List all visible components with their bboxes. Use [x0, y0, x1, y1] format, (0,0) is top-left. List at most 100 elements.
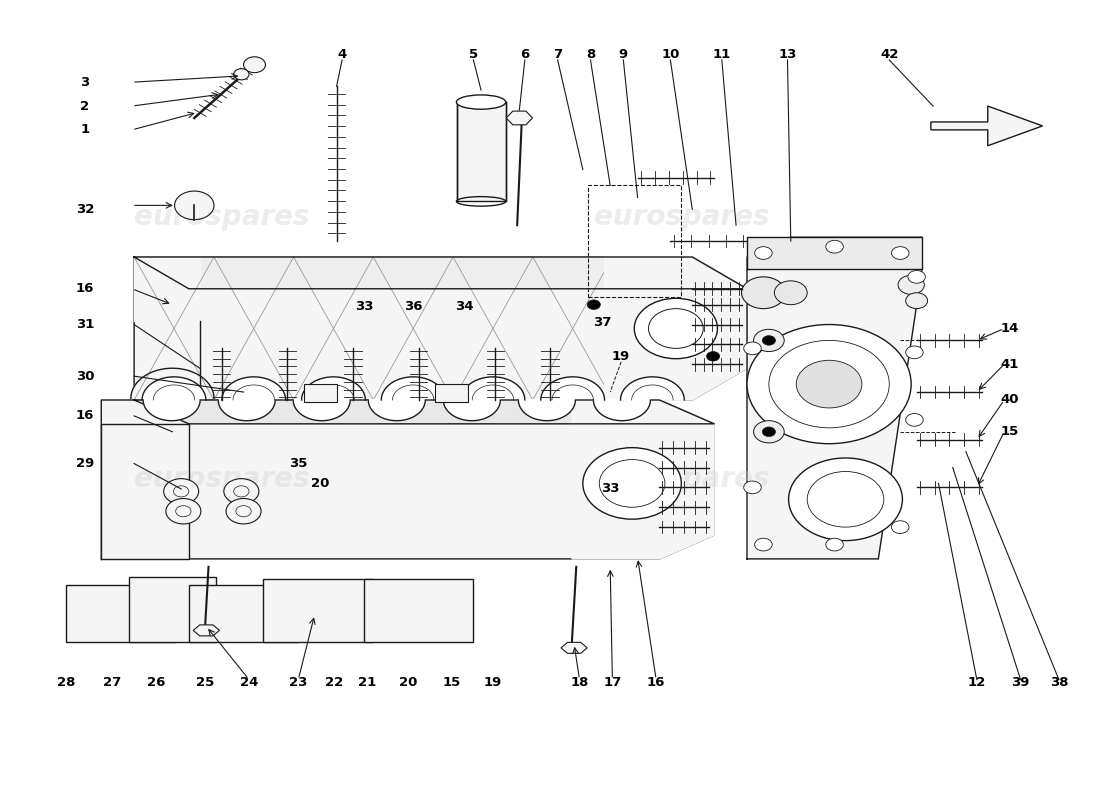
Polygon shape: [131, 368, 214, 398]
Text: eurospares: eurospares: [594, 466, 769, 494]
Circle shape: [741, 277, 785, 309]
Circle shape: [164, 478, 199, 504]
Text: 9: 9: [619, 48, 628, 61]
Polygon shape: [222, 377, 286, 400]
Text: 17: 17: [603, 675, 622, 689]
Text: 12: 12: [968, 675, 986, 689]
Circle shape: [796, 360, 862, 408]
Circle shape: [774, 281, 807, 305]
Text: 15: 15: [442, 675, 461, 689]
Circle shape: [755, 538, 772, 551]
Polygon shape: [561, 642, 587, 654]
Text: 33: 33: [354, 300, 373, 313]
Text: 32: 32: [76, 203, 94, 216]
Polygon shape: [382, 377, 446, 400]
Circle shape: [898, 275, 924, 294]
Text: 19: 19: [612, 350, 630, 363]
Circle shape: [233, 69, 249, 80]
Circle shape: [587, 300, 601, 310]
Circle shape: [762, 336, 776, 345]
Polygon shape: [443, 400, 500, 421]
Text: 39: 39: [1011, 675, 1030, 689]
Text: 13: 13: [779, 48, 796, 61]
Circle shape: [789, 458, 902, 541]
Text: 11: 11: [713, 48, 732, 61]
Polygon shape: [364, 578, 473, 642]
Polygon shape: [194, 625, 220, 636]
Text: 23: 23: [289, 675, 308, 689]
Text: 20: 20: [311, 477, 329, 490]
Text: 5: 5: [469, 48, 478, 61]
Polygon shape: [518, 400, 575, 421]
Circle shape: [905, 414, 923, 426]
Text: 34: 34: [455, 300, 474, 313]
Polygon shape: [142, 377, 206, 400]
Text: 29: 29: [76, 457, 94, 470]
Text: 20: 20: [398, 675, 417, 689]
Circle shape: [826, 538, 844, 551]
Text: 35: 35: [289, 457, 308, 470]
Text: 7: 7: [553, 48, 562, 61]
Circle shape: [891, 246, 909, 259]
Polygon shape: [101, 424, 189, 559]
Circle shape: [744, 481, 761, 494]
Circle shape: [905, 293, 927, 309]
Text: 22: 22: [326, 675, 343, 689]
Bar: [588, 186, 681, 297]
Text: 25: 25: [196, 675, 214, 689]
Text: 1: 1: [80, 123, 89, 136]
Polygon shape: [143, 400, 200, 421]
Text: 3: 3: [80, 76, 89, 89]
Circle shape: [175, 191, 214, 220]
Polygon shape: [593, 400, 650, 421]
Circle shape: [747, 325, 911, 444]
Text: 14: 14: [1001, 322, 1019, 335]
Polygon shape: [134, 257, 747, 289]
Text: 19: 19: [484, 675, 503, 689]
Polygon shape: [304, 384, 337, 402]
Text: eurospares: eurospares: [594, 203, 769, 231]
Text: 24: 24: [240, 675, 258, 689]
Text: 36: 36: [404, 300, 422, 313]
Polygon shape: [294, 400, 350, 421]
Text: 16: 16: [76, 282, 94, 295]
Polygon shape: [134, 257, 200, 321]
Text: 33: 33: [601, 482, 619, 495]
Circle shape: [754, 421, 784, 443]
Circle shape: [635, 298, 717, 358]
Polygon shape: [218, 400, 275, 421]
Circle shape: [706, 351, 719, 361]
Text: 4: 4: [338, 48, 346, 61]
Circle shape: [908, 270, 925, 283]
Text: 26: 26: [146, 675, 165, 689]
Circle shape: [226, 498, 261, 524]
Text: 27: 27: [103, 675, 121, 689]
Circle shape: [166, 498, 201, 524]
Circle shape: [243, 57, 265, 73]
Circle shape: [744, 342, 761, 354]
Circle shape: [754, 330, 784, 351]
Polygon shape: [605, 257, 747, 400]
Polygon shape: [572, 400, 714, 559]
Text: 16: 16: [647, 675, 666, 689]
Text: 10: 10: [661, 48, 680, 61]
Polygon shape: [301, 377, 365, 400]
Polygon shape: [134, 257, 747, 400]
Circle shape: [891, 521, 909, 534]
Text: 16: 16: [76, 410, 94, 422]
Circle shape: [755, 246, 772, 259]
Polygon shape: [747, 237, 922, 269]
Polygon shape: [456, 102, 506, 202]
Circle shape: [583, 448, 681, 519]
Polygon shape: [189, 585, 298, 642]
Text: 42: 42: [880, 48, 899, 61]
Polygon shape: [931, 106, 1043, 146]
Circle shape: [224, 478, 258, 504]
Circle shape: [762, 427, 776, 437]
Ellipse shape: [456, 95, 506, 110]
Text: 37: 37: [593, 316, 612, 329]
Polygon shape: [263, 578, 373, 642]
Text: eurospares: eurospares: [134, 203, 309, 231]
Text: 38: 38: [1049, 675, 1068, 689]
Polygon shape: [436, 384, 468, 402]
